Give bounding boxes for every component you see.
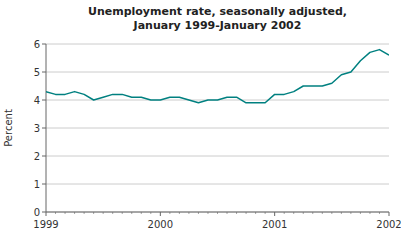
- grid-line: [46, 44, 389, 45]
- x-tick-label: 1999: [33, 219, 58, 230]
- x-tick: [65, 212, 66, 214]
- x-tick: [55, 212, 56, 214]
- x-tick: [293, 212, 294, 214]
- y-tick: [42, 128, 46, 129]
- x-tick: [93, 212, 94, 214]
- x-tick: [84, 212, 85, 214]
- y-axis: [46, 44, 47, 212]
- x-tick: [255, 212, 256, 214]
- x-tick: [360, 212, 361, 214]
- y-tick-label: 6: [34, 39, 40, 50]
- x-tick: [312, 212, 313, 214]
- x-tick: [331, 212, 332, 214]
- x-tick: [74, 212, 75, 214]
- grid-line: [46, 156, 389, 157]
- x-tick: [322, 212, 323, 214]
- y-tick-label: 5: [34, 67, 40, 78]
- x-tick: [236, 212, 237, 214]
- x-tick: [141, 212, 142, 214]
- x-tick: [350, 212, 351, 214]
- y-tick: [42, 100, 46, 101]
- x-tick: [150, 212, 151, 214]
- x-tick: [265, 212, 266, 214]
- x-tick: [207, 212, 208, 214]
- chart-svg: Unemployment rate, seasonally adjusted,J…: [0, 0, 401, 238]
- x-tick: [198, 212, 199, 214]
- grid-line: [46, 72, 389, 73]
- x-tick: [369, 212, 370, 214]
- plot-area: [46, 50, 389, 103]
- y-tick-label: 3: [34, 123, 40, 134]
- x-tick: [131, 212, 132, 214]
- y-tick: [42, 44, 46, 45]
- y-tick: [42, 156, 46, 157]
- line: [46, 50, 389, 103]
- x-tick: [122, 212, 123, 214]
- x-tick: [169, 212, 170, 214]
- x-tick: [341, 212, 342, 214]
- x-tick: [179, 212, 180, 214]
- x-tick: [46, 212, 47, 216]
- x-tick: [284, 212, 285, 214]
- y-tick-label: 1: [34, 179, 40, 190]
- grid-line: [46, 184, 389, 185]
- x-tick: [389, 212, 390, 216]
- y-tick-label: 2: [34, 151, 40, 162]
- x-tick: [246, 212, 247, 214]
- x-tick: [303, 212, 304, 214]
- title-line: January 1999-January 2002: [133, 19, 302, 32]
- y-tick-label: 0: [34, 207, 40, 218]
- y-axis-label: Percent: [3, 109, 14, 147]
- x-tick: [188, 212, 189, 214]
- chart-container: Unemployment rate, seasonally adjusted,J…: [0, 0, 401, 238]
- x-tick: [379, 212, 380, 214]
- x-tick: [103, 212, 104, 214]
- x-tick: [274, 212, 275, 216]
- grid: [46, 44, 389, 212]
- title: Unemployment rate, seasonally adjusted,J…: [88, 5, 347, 32]
- x-tick-label: 2001: [262, 219, 287, 230]
- grid-line: [46, 128, 389, 129]
- title-line: Unemployment rate, seasonally adjusted,: [88, 5, 347, 18]
- y-tick: [42, 184, 46, 185]
- x-tick-label: 2002: [376, 219, 401, 230]
- x-tick: [227, 212, 228, 214]
- y-tick: [42, 212, 46, 213]
- x-tick: [160, 212, 161, 216]
- y-tick: [42, 72, 46, 73]
- y-tick-label: 4: [34, 95, 40, 106]
- x-tick: [217, 212, 218, 214]
- x-tick-label: 2000: [148, 219, 173, 230]
- x-tick: [112, 212, 113, 214]
